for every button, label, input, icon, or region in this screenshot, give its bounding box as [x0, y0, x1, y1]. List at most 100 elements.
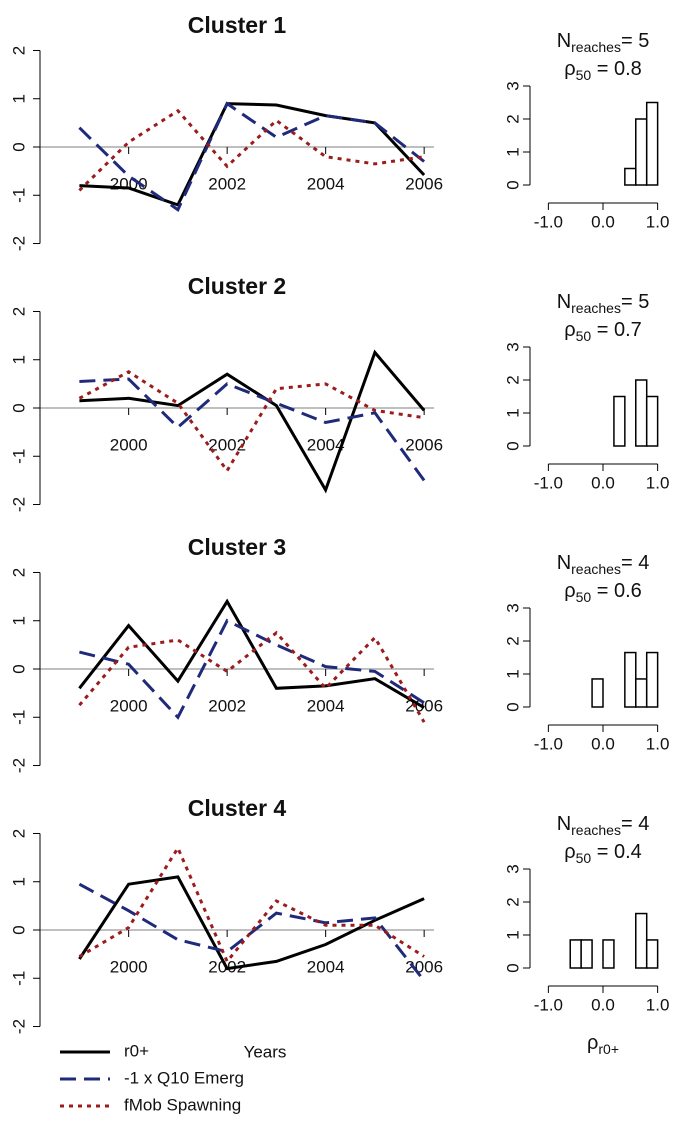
legend-label: r0+ — [124, 1041, 149, 1060]
y-tick-label: 1 — [503, 930, 522, 939]
series-line — [79, 349, 426, 494]
histogram-bar — [645, 651, 659, 708]
x-axis-label: Years — [244, 1042, 287, 1061]
annotation-sub: reaches — [571, 561, 621, 577]
series-line — [79, 377, 426, 482]
annotation-suffix: = 0.4 — [591, 841, 642, 863]
series-line — [78, 875, 425, 971]
x-tick-label: -1.0 — [534, 473, 563, 492]
series-line — [78, 882, 426, 982]
x-tick-label: 2000 — [110, 696, 148, 715]
y-tick-label: 0 — [503, 963, 522, 972]
x-tick-label: 0.0 — [591, 473, 615, 492]
annotation-sub: reaches — [571, 822, 621, 838]
y-tick-label: 2 — [503, 897, 522, 906]
histogram-bar — [580, 939, 593, 969]
x-tick-label: 2006 — [405, 174, 443, 193]
y-tick-label: 1 — [503, 669, 522, 678]
y-tick-label: 1 — [9, 616, 28, 625]
annotation-suffix: = 4 — [621, 813, 649, 835]
y-tick-label: 2 — [9, 307, 28, 316]
y-tick-label: -2 — [9, 497, 28, 512]
y-tick-label: -2 — [9, 236, 28, 251]
y-tick-label: 3 — [503, 864, 522, 873]
y-tick-label: -2 — [9, 758, 28, 773]
x-axis-label: ρr0+ — [587, 1032, 619, 1056]
annotation-main: ρ — [564, 58, 575, 80]
y-tick-label: 2 — [9, 46, 28, 55]
x-axis-label-main: ρ — [587, 1032, 598, 1054]
annotation: Nreaches= 4 — [557, 552, 650, 576]
annotation-suffix: = 0.7 — [591, 319, 642, 341]
y-tick-label: 1 — [503, 147, 522, 156]
y-tick-label: 2 — [9, 568, 28, 577]
annotation-suffix: = 5 — [621, 291, 649, 313]
annotation-sub: 50 — [576, 67, 592, 83]
y-tick-label: 3 — [503, 603, 522, 612]
annotation-main: N — [557, 291, 571, 313]
series-line — [79, 618, 425, 720]
x-tick-label: 0.0 — [591, 734, 615, 753]
y-tick-label: -1 — [9, 188, 28, 203]
x-tick-label: -1.0 — [534, 212, 563, 231]
y-tick-label: 1 — [9, 355, 28, 364]
annotation-sub: reaches — [571, 300, 621, 316]
series-line — [79, 102, 426, 207]
x-tick-label: 1.0 — [646, 995, 670, 1014]
x-tick-label: 1.0 — [646, 212, 670, 231]
annotation: ρ50 = 0.4 — [564, 841, 642, 865]
y-tick-label: -2 — [9, 1019, 28, 1034]
annotation: Nreaches= 4 — [557, 813, 650, 837]
annotation-main: ρ — [564, 580, 575, 602]
x-tick-label: 2002 — [208, 435, 246, 454]
panel-title: Cluster 4 — [188, 795, 287, 821]
series-line — [78, 844, 425, 965]
x-tick-label: 1.0 — [646, 734, 670, 753]
x-tick-label: 0.0 — [591, 212, 615, 231]
series-line — [78, 370, 425, 474]
annotation-main: N — [557, 813, 571, 835]
histogram-bar — [613, 395, 626, 447]
y-tick-label: -1 — [9, 449, 28, 464]
panel-title: Cluster 3 — [188, 534, 286, 560]
x-tick-label: 2004 — [307, 174, 345, 193]
x-tick-label: 2004 — [307, 957, 345, 976]
x-tick-label: 2004 — [307, 435, 345, 454]
annotation-suffix: = 0.6 — [591, 580, 642, 602]
annotation-suffix: = 0.8 — [591, 58, 642, 80]
x-tick-label: -1.0 — [534, 734, 563, 753]
histogram-bar — [635, 912, 648, 969]
x-tick-label: 2006 — [405, 957, 443, 976]
panel-title: Cluster 1 — [188, 12, 287, 38]
annotation-main: N — [557, 552, 571, 574]
x-axis-label-sub: r0+ — [598, 1041, 619, 1057]
series-line — [78, 108, 425, 192]
annotation-main: N — [557, 30, 571, 52]
y-tick-label: 0 — [9, 925, 28, 934]
histogram-bar — [645, 395, 659, 447]
legend-label: fMob Spawning — [124, 1095, 241, 1114]
y-tick-label: 2 — [503, 114, 522, 123]
annotation: ρ50 = 0.6 — [564, 580, 642, 604]
annotation: ρ50 = 0.7 — [564, 319, 642, 343]
histogram-bar — [602, 939, 615, 969]
annotation-suffix: = 4 — [621, 552, 649, 574]
annotation: Nreaches= 5 — [557, 30, 650, 54]
y-tick-label: 0 — [503, 441, 522, 450]
y-tick-label: 2 — [503, 636, 522, 645]
histogram-bar — [645, 939, 659, 969]
histogram-bar — [569, 939, 582, 969]
y-tick-label: 1 — [9, 94, 28, 103]
y-tick-label: 0 — [9, 403, 28, 412]
y-tick-label: 1 — [503, 408, 522, 417]
y-tick-label: 0 — [503, 702, 522, 711]
annotation-main: ρ — [564, 841, 575, 863]
annotation-main: ρ — [564, 319, 575, 341]
x-tick-label: 2000 — [110, 957, 148, 976]
panel-title: Cluster 2 — [188, 273, 286, 299]
annotation-sub: 50 — [576, 850, 592, 866]
x-tick-label: 2006 — [405, 435, 443, 454]
histogram-bar — [635, 379, 648, 447]
x-tick-label: 2002 — [208, 174, 246, 193]
